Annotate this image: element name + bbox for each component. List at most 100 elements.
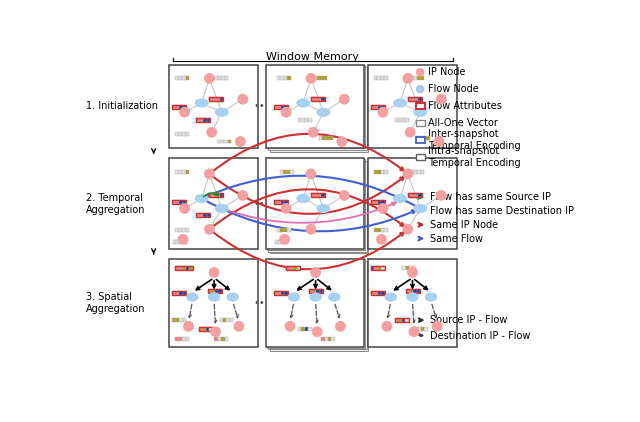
Text: Flow has same Destination IP: Flow has same Destination IP [430,206,574,216]
Bar [204,213,207,216]
Circle shape [204,168,215,179]
Ellipse shape [227,292,239,302]
Bar [266,65,364,148]
Bar [196,118,200,122]
Bar [218,338,221,341]
Bar [291,170,294,174]
Circle shape [281,107,292,118]
Bar [179,132,182,136]
Text: Intra-snapshot
Temporal Encoding: Intra-snapshot Temporal Encoding [428,146,520,168]
Bar [420,170,424,174]
Text: ••: •• [254,298,266,308]
Bar [175,266,193,270]
Bar [298,118,301,122]
Bar [311,97,325,101]
Bar [377,170,381,174]
Bar [268,261,367,349]
Bar [182,76,186,79]
Bar [189,266,193,270]
Bar [208,289,211,293]
Bar [196,213,210,216]
Bar [367,158,457,249]
Bar [209,97,223,101]
Bar [267,259,365,348]
Bar [318,193,321,197]
Bar [225,76,228,79]
Bar [281,105,284,109]
Bar [209,97,213,101]
Bar [311,97,314,101]
Circle shape [408,326,419,337]
Bar [200,213,204,216]
Bar [179,318,182,322]
Text: Flow has same Source IP: Flow has same Source IP [430,192,551,202]
Bar [371,291,374,295]
Bar [284,228,287,232]
Text: Same Flow: Same Flow [430,233,483,243]
Bar [209,193,213,197]
Bar [196,213,200,216]
Bar [410,289,413,293]
Circle shape [407,267,418,278]
Bar [424,327,428,331]
Bar [408,97,422,101]
Bar [415,120,425,126]
Bar [326,136,329,140]
Bar [277,76,280,79]
Circle shape [339,190,349,201]
Ellipse shape [195,194,209,203]
Bar [410,76,413,79]
Bar [381,228,384,232]
Bar [213,97,216,101]
Bar [374,76,377,79]
Bar [172,105,176,109]
Bar [321,338,324,341]
Circle shape [404,127,415,138]
Ellipse shape [393,194,407,203]
Bar [296,266,300,270]
Bar [268,161,367,252]
Bar [182,266,186,270]
Bar [277,291,281,295]
Bar [266,158,364,249]
Bar [321,193,325,197]
Circle shape [433,136,444,147]
Circle shape [378,107,388,118]
Bar [208,289,222,293]
Bar [420,76,424,79]
Bar [176,105,179,109]
Bar [215,289,218,293]
Bar [384,76,388,79]
Bar [274,105,288,109]
Bar [277,228,280,232]
Bar [374,200,378,204]
Bar [419,97,422,101]
Bar [413,289,417,293]
Bar [406,266,410,270]
Bar [398,318,402,322]
Bar [186,170,189,174]
Bar [308,118,312,122]
Bar [286,266,300,270]
Circle shape [416,68,424,76]
Bar [374,291,378,295]
Bar [221,140,224,143]
Bar [321,97,325,101]
Bar [371,105,385,109]
Circle shape [237,190,248,201]
Circle shape [179,203,190,214]
Bar [270,262,368,351]
Bar [179,105,182,109]
Bar [287,228,291,232]
Bar [406,289,420,293]
Ellipse shape [413,108,428,117]
Bar [280,170,284,174]
Bar [421,327,424,331]
Bar [182,105,186,109]
Text: Source IP - Flow: Source IP - Flow [430,315,508,325]
Bar [415,103,425,109]
Circle shape [234,321,244,332]
Bar [422,136,426,140]
Bar [274,291,277,295]
Circle shape [279,234,290,245]
